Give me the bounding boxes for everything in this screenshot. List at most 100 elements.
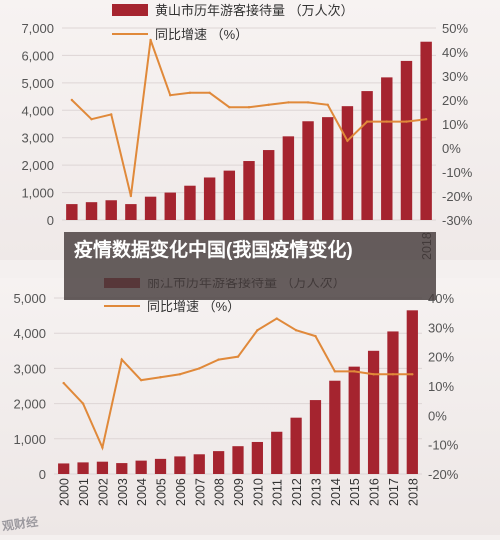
growth-rate-point bbox=[287, 101, 290, 104]
x-tick-label: 2015 bbox=[348, 478, 362, 506]
growth-rate-point bbox=[411, 373, 414, 376]
bar bbox=[348, 366, 360, 474]
bar bbox=[361, 91, 373, 220]
y-right-tick-label: 20% bbox=[442, 93, 468, 108]
growth-rate-point bbox=[365, 120, 369, 123]
growth-rate-point bbox=[81, 402, 85, 405]
x-tick-label: 2013 bbox=[309, 478, 323, 506]
y-right-tick-label: 50% bbox=[442, 21, 468, 36]
x-tick-label: 2008 bbox=[213, 478, 227, 506]
growth-rate-point bbox=[110, 113, 113, 116]
bar bbox=[420, 41, 432, 220]
bar bbox=[251, 441, 263, 474]
bar bbox=[125, 204, 137, 220]
legend-bar-swatch bbox=[112, 4, 148, 16]
growth-rate-point bbox=[62, 381, 65, 385]
growth-rate-point bbox=[247, 106, 251, 109]
legend-line-label: 同比增速 （%） bbox=[147, 299, 240, 314]
growth-rate-point bbox=[353, 370, 356, 373]
bar bbox=[96, 461, 109, 474]
y-left-tick-label: 5,000 bbox=[21, 76, 54, 91]
x-tick-label: 2017 bbox=[387, 478, 401, 506]
x-tick-label: 2004 bbox=[135, 478, 149, 506]
growth-rate-point bbox=[208, 91, 211, 95]
growth-rate-point bbox=[275, 317, 278, 320]
growth-rate-point bbox=[333, 370, 337, 373]
bar bbox=[66, 204, 78, 220]
bar bbox=[341, 106, 354, 220]
growth-rate-point bbox=[70, 98, 74, 102]
bar bbox=[164, 192, 176, 220]
bar bbox=[329, 380, 341, 474]
growth-rate-point bbox=[198, 367, 201, 370]
overlay-caption: 疫情数据变化中国(我国疫情变化) bbox=[64, 232, 436, 300]
bar bbox=[135, 460, 147, 474]
huangshan-chart-panel: 0 1,000 2,000 3,000 4,000 5,000 6,000 7,000 -30%… bbox=[0, 0, 500, 260]
huangshan-chart: 0 1,000 2,000 3,000 4,000 5,000 6,000 7,000 -30%… bbox=[21, 3, 473, 260]
y-right-tick-label: 0% bbox=[428, 408, 447, 423]
growth-rate-point bbox=[267, 103, 270, 107]
y-right-tick-label: 10% bbox=[428, 379, 454, 394]
growth-rate-point bbox=[256, 329, 259, 332]
growth-rate-point bbox=[314, 334, 317, 338]
bar bbox=[203, 177, 216, 220]
bar bbox=[105, 200, 117, 220]
growth-rate-point bbox=[236, 355, 240, 358]
growth-rate-point bbox=[217, 358, 220, 361]
y-right-tick-label: 20% bbox=[428, 350, 454, 365]
bar bbox=[302, 121, 314, 220]
y-right-tick-label: -30% bbox=[442, 213, 473, 228]
bar bbox=[193, 454, 205, 474]
y-right-tick-label: 30% bbox=[428, 320, 454, 335]
x-tick-label: 2007 bbox=[193, 478, 207, 506]
y-left-tick-label: 1,000 bbox=[13, 432, 46, 447]
growth-rate-point bbox=[101, 446, 104, 449]
growth-rate-point bbox=[326, 103, 329, 107]
x-tick-label: 2012 bbox=[290, 478, 304, 506]
growth-rate-point bbox=[159, 376, 162, 379]
y-right-tick-label: -10% bbox=[428, 438, 459, 453]
x-tick-label: 2002 bbox=[96, 478, 110, 506]
growth-rate-line bbox=[62, 317, 413, 451]
y-left-tick-label: 7,000 bbox=[21, 21, 54, 36]
growth-rate-point bbox=[294, 329, 298, 332]
y-right-tick-label: -20% bbox=[442, 189, 473, 204]
bar bbox=[85, 202, 98, 220]
growth-rate-point bbox=[90, 118, 93, 121]
y-left-tick-label: 4,000 bbox=[21, 103, 54, 118]
bar bbox=[271, 431, 283, 474]
growth-rate-point bbox=[149, 38, 152, 42]
y-left-tick-label: 1,000 bbox=[21, 186, 54, 201]
lijiang-chart-panel: 0 1,000 2,000 3,000 4,000 5,000 -20% -10% 0% 10% 2… bbox=[0, 275, 500, 535]
x-tick-label: 2018 bbox=[406, 478, 420, 506]
y-right-tick-label: 40% bbox=[442, 45, 468, 60]
growth-rate-point bbox=[120, 358, 123, 361]
bar bbox=[174, 456, 186, 474]
growth-rate-point bbox=[391, 373, 395, 376]
bar bbox=[309, 400, 322, 474]
bar bbox=[223, 170, 236, 220]
x-tick-label: 2005 bbox=[155, 478, 169, 506]
bar bbox=[116, 463, 128, 474]
bar bbox=[154, 458, 167, 474]
x-tick-label: 2000 bbox=[58, 478, 72, 506]
growth-rate-point bbox=[178, 373, 182, 376]
lijiang-chart: 0 1,000 2,000 3,000 4,000 5,000 -20% -10% 0% 10% 2… bbox=[13, 275, 459, 506]
growth-rate-point bbox=[424, 118, 428, 121]
bar bbox=[77, 462, 89, 474]
x-tick-label: 2006 bbox=[174, 478, 188, 506]
bar bbox=[243, 161, 255, 220]
x-tick-label: 2009 bbox=[232, 478, 246, 506]
growth-rate-point bbox=[228, 106, 231, 109]
y-right-tick-label: 30% bbox=[442, 69, 468, 84]
y-left-tick-label: 2,000 bbox=[21, 158, 54, 173]
y-left-tick-label: 0 bbox=[47, 213, 54, 228]
x-tick-label: 2011 bbox=[271, 479, 285, 506]
growth-rate-point bbox=[129, 194, 133, 198]
bar bbox=[144, 196, 157, 220]
bar bbox=[213, 451, 225, 474]
y-left-tick-label: 3,000 bbox=[21, 131, 54, 146]
growth-rate-point bbox=[169, 94, 172, 97]
bar bbox=[367, 350, 380, 474]
